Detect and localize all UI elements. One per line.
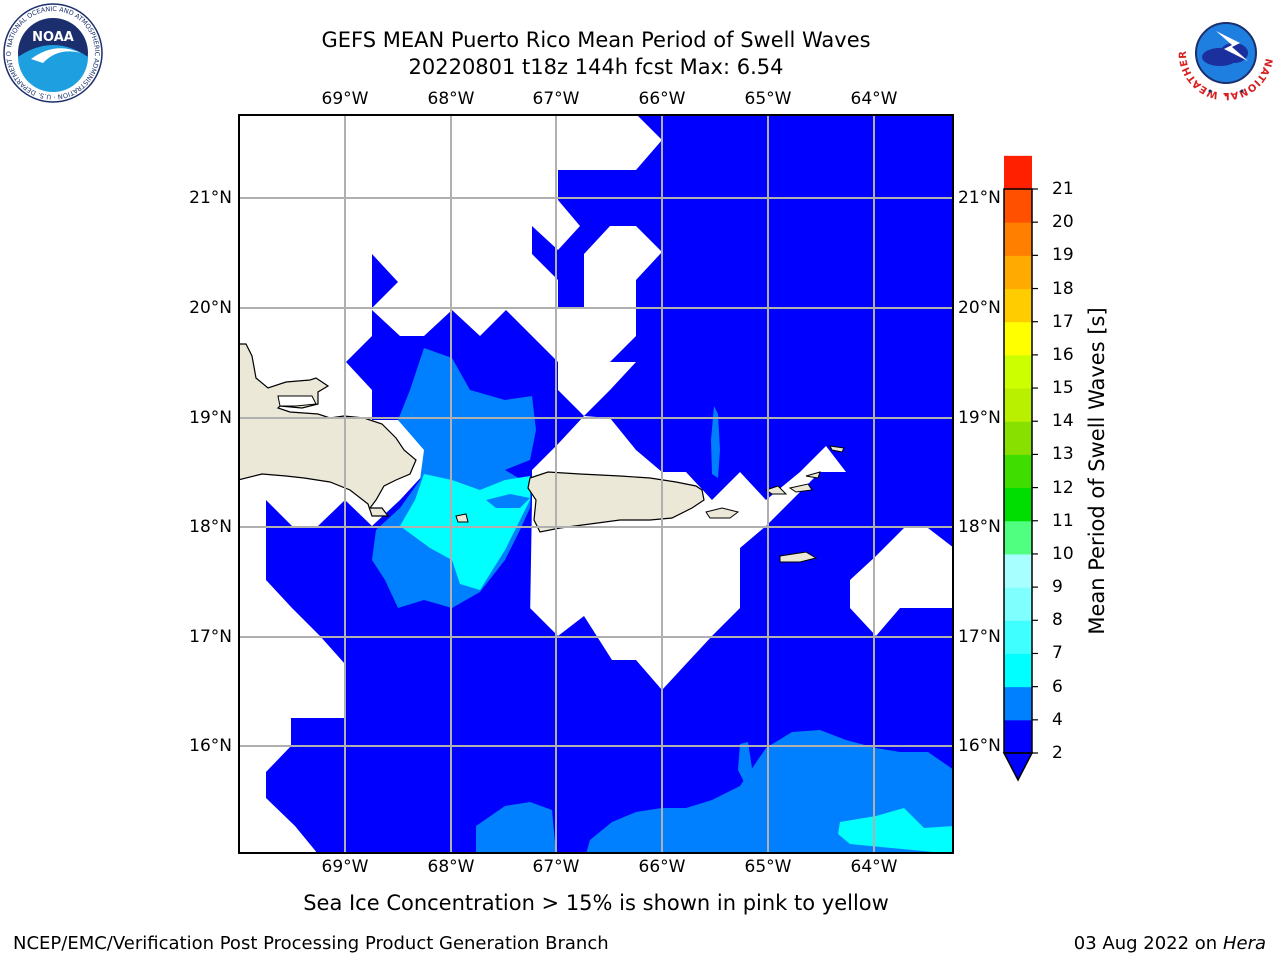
colorbar-tick-label: 14 — [1052, 411, 1074, 432]
colorbar — [1002, 155, 1038, 782]
lat-tick-left-21n: 21°N — [189, 188, 232, 208]
lon-tick-top-66w: 66°W — [638, 89, 686, 109]
lat-lon-grid — [238, 114, 954, 854]
colorbar-band — [1004, 587, 1032, 621]
colorbar-band — [1004, 620, 1032, 654]
colorbar-band — [1004, 520, 1032, 555]
land-puerto-rico — [527, 471, 705, 533]
colorbar-tick-label: 8 — [1052, 610, 1063, 631]
swell-contour-4-6s-south — [476, 802, 556, 854]
noaa-logo: NATIONAL OCEANIC AND ATMOSPHERIC ADMINIS… — [0, 0, 103, 103]
map-subtitle-forecast: 20220801 t18z 144h fcst Max: 6.54 — [408, 55, 784, 79]
colorbar-band — [1004, 255, 1032, 290]
lon-tick-bottom-65w: 65°W — [744, 857, 792, 877]
swell-contour-2-4s — [266, 114, 954, 854]
lon-tick-top-69w: 69°W — [321, 89, 369, 109]
lat-tick-left-20n: 20°N — [189, 298, 232, 318]
lat-tick-left-16n: 16°N — [189, 736, 232, 756]
lon-tick-bottom-69w: 69°W — [321, 857, 369, 877]
colorbar-outline — [1003, 188, 1033, 754]
colorbar-tick-label: 4 — [1052, 709, 1063, 730]
lon-tick-bottom-67w: 67°W — [532, 857, 580, 877]
lat-tick-right-20n: 20°N — [958, 298, 1001, 318]
colorbar-band — [1004, 653, 1032, 688]
colorbar-tick-label: 13 — [1052, 444, 1074, 465]
lat-tick-left-18n: 18°N — [189, 517, 232, 537]
colorbar-tick-label: 11 — [1052, 510, 1074, 531]
footer-date-text: 03 Aug 2022 on — [1073, 933, 1218, 954]
lat-tick-right-19n: 19°N — [958, 408, 1001, 428]
colorbar-tick-label: 17 — [1052, 311, 1074, 332]
map-title: GEFS MEAN Puerto Rico Mean Period of Swe… — [321, 28, 871, 52]
lon-tick-bottom-64w: 64°W — [850, 857, 898, 877]
lon-tick-top-64w: 64°W — [850, 89, 898, 109]
colorbar-band — [1004, 189, 1032, 223]
colorbar-extension — [1002, 752, 1034, 782]
colorbar-label: Mean Period of Swell Waves [s] — [1085, 307, 1109, 635]
colorbar-band — [1004, 487, 1032, 522]
lat-tick-left-19n: 19°N — [189, 408, 232, 428]
colorbar-tick-label: 15 — [1052, 378, 1074, 399]
colorbar-tick-label: 10 — [1052, 543, 1074, 564]
colorbar-band — [1004, 553, 1032, 588]
colorbar-band — [1004, 321, 1032, 356]
lat-tick-right-17n: 17°N — [958, 627, 1001, 647]
colorbar-tick-label: 7 — [1052, 643, 1063, 664]
colorbar-tick-label: 18 — [1052, 278, 1074, 299]
noaa-logo-text: NOAA — [32, 30, 74, 45]
colorbar-band — [1004, 421, 1032, 455]
colorbar-tick-label: 19 — [1052, 245, 1074, 266]
colorbar-tick-label: 20 — [1052, 212, 1074, 233]
lat-tick-right-21n: 21°N — [958, 188, 1001, 208]
lat-tick-left-17n: 17°N — [189, 627, 232, 647]
lon-tick-top-68w: 68°W — [427, 89, 475, 109]
land-virgin-islands — [764, 445, 845, 563]
colorbar-band — [1004, 719, 1032, 754]
colorbar-band — [1004, 686, 1032, 721]
colorbar-tick-label: 12 — [1052, 477, 1074, 498]
nws-logo: NATIONAL WEATHER SERVICE — [1172, 0, 1274, 101]
lon-tick-top-65w: 65°W — [744, 89, 792, 109]
colorbar-tick-label: 21 — [1052, 179, 1074, 199]
lat-tick-right-18n: 18°N — [958, 517, 1001, 537]
footer-date: 03 Aug 2022 on Hera — [1074, 933, 1266, 954]
lat-tick-right-16n: 16°N — [958, 736, 1001, 756]
land-hispaniola — [238, 343, 417, 517]
lon-tick-bottom-66w: 66°W — [638, 857, 686, 877]
lon-tick-bottom-68w: 68°W — [427, 857, 475, 877]
colorbar-band — [1004, 354, 1032, 389]
lon-tick-top-67w: 67°W — [532, 89, 580, 109]
colorbar-tick-label: 9 — [1052, 577, 1063, 598]
swell-period-map — [238, 114, 954, 854]
colorbar-band — [1004, 155, 1032, 190]
colorbar-band — [1004, 222, 1032, 256]
colorbar-band — [1004, 288, 1032, 323]
footer-machine: Hera — [1222, 933, 1266, 954]
colorbar-tick-label: 2 — [1052, 743, 1063, 763]
colorbar-tick-label: 16 — [1052, 344, 1074, 365]
colorbar-tick-label: 6 — [1052, 676, 1063, 697]
footer-branch: NCEP/EMC/Verification Post Processing Pr… — [13, 933, 609, 954]
colorbar-band — [1004, 454, 1032, 489]
sea-ice-note: Sea Ice Concentration > 15% is shown in … — [303, 891, 889, 915]
colorbar-band — [1004, 388, 1032, 422]
